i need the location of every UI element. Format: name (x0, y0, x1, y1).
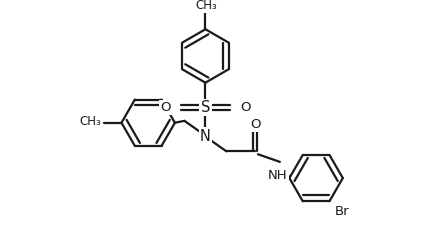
Text: CH₃: CH₃ (80, 115, 101, 128)
Text: N: N (200, 129, 211, 144)
Text: O: O (250, 118, 260, 131)
Text: NH: NH (268, 168, 288, 182)
Text: O: O (240, 101, 250, 114)
Text: S: S (201, 100, 210, 115)
Text: O: O (160, 101, 171, 114)
Text: CH₃: CH₃ (196, 0, 217, 12)
Text: Br: Br (335, 205, 350, 218)
